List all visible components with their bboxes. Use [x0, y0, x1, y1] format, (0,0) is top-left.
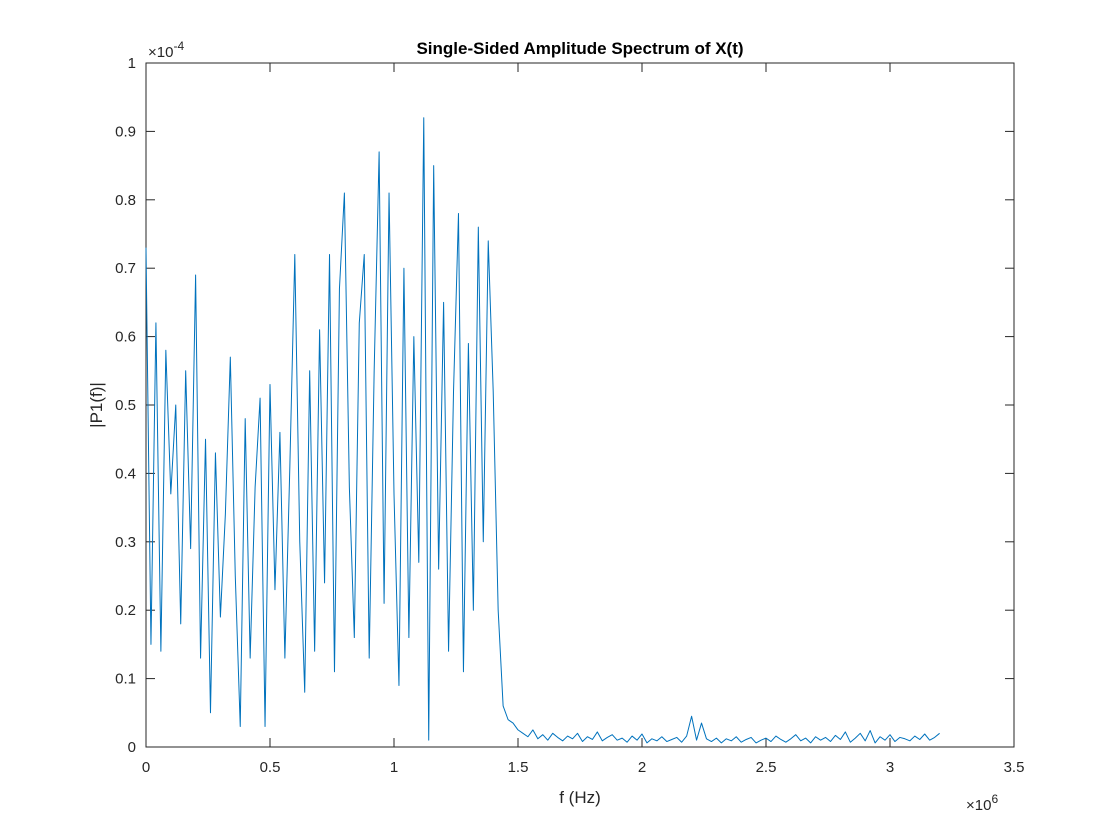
x-multiplier: ×106: [966, 792, 998, 814]
y-tick-label: 0: [128, 739, 136, 756]
y-tick-label: 0.6: [115, 329, 136, 346]
y-tick-label: 1: [128, 55, 136, 72]
x-tick-label: 1.5: [508, 759, 529, 776]
x-multiplier-exponent: 6: [991, 792, 998, 806]
x-tick-label: 1: [390, 759, 398, 776]
x-tick-label: 0.5: [260, 759, 281, 776]
x-tick-label: 0: [142, 759, 150, 776]
y-multiplier-base: ×10: [148, 44, 173, 61]
y-tick-label: 0.2: [115, 602, 136, 619]
y-tick-label: 0.9: [115, 123, 136, 140]
y-multiplier: ×10-4: [148, 39, 184, 61]
y-tick-label: 0.5: [115, 397, 136, 414]
chart-title: Single-Sided Amplitude Spectrum of X(t): [416, 39, 743, 58]
x-tick-label: 3.5: [1004, 759, 1025, 776]
spectrum-line: [145, 117, 940, 744]
y-tick-label: 0.1: [115, 671, 136, 688]
y-multiplier-exponent: -4: [173, 39, 184, 53]
x-tick-label: 2.5: [756, 759, 777, 776]
y-tick-label: 0.3: [115, 534, 136, 551]
x-tick-label: 3: [886, 759, 894, 776]
y-tick-label: 0.4: [115, 465, 136, 482]
y-tick-label: 0.8: [115, 192, 136, 209]
x-axis-label: f (Hz): [559, 788, 601, 807]
y-axis-label: |P1(f)|: [87, 382, 106, 428]
x-multiplier-base: ×10: [966, 797, 991, 814]
plot-area: [145, 62, 1015, 748]
x-tick-label: 2: [638, 759, 646, 776]
y-tick-label: 0.7: [115, 260, 136, 277]
